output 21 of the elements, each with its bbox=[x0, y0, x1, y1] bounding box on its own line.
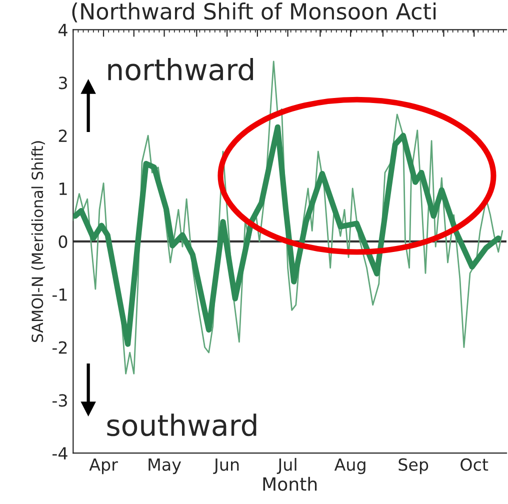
chart-title: (Northward Shift of Monsoon Acti bbox=[72, 2, 436, 22]
y-tick-label: -4 bbox=[52, 447, 68, 460]
x-tick-label: Oct bbox=[460, 458, 488, 471]
x-tick-label: May bbox=[148, 458, 182, 474]
y-tick-label: -2 bbox=[52, 341, 67, 354]
x-tick-label: Sep bbox=[398, 458, 428, 474]
annotation: southward bbox=[107, 414, 256, 436]
y-tick-label: 0 bbox=[58, 235, 68, 248]
x-tick-label: Aug bbox=[334, 458, 366, 474]
y-tick-label: 3 bbox=[58, 76, 67, 90]
y-tick-label: 2 bbox=[58, 130, 67, 142]
y-tick-label: 4 bbox=[58, 24, 68, 36]
x-tick-label: Apr bbox=[89, 458, 118, 474]
x-axis-title: Month bbox=[263, 476, 317, 491]
y-tick-label: -3 bbox=[52, 394, 67, 407]
annotation: northward bbox=[108, 58, 253, 81]
y-tick-label: 1 bbox=[60, 182, 67, 195]
x-tick-label: Jun bbox=[213, 458, 239, 474]
y-axis-title: SAMOI-N (Meridional Shift) bbox=[31, 141, 45, 342]
y-tick-label: -1 bbox=[52, 288, 67, 301]
x-tick-label: Jul bbox=[276, 458, 296, 474]
